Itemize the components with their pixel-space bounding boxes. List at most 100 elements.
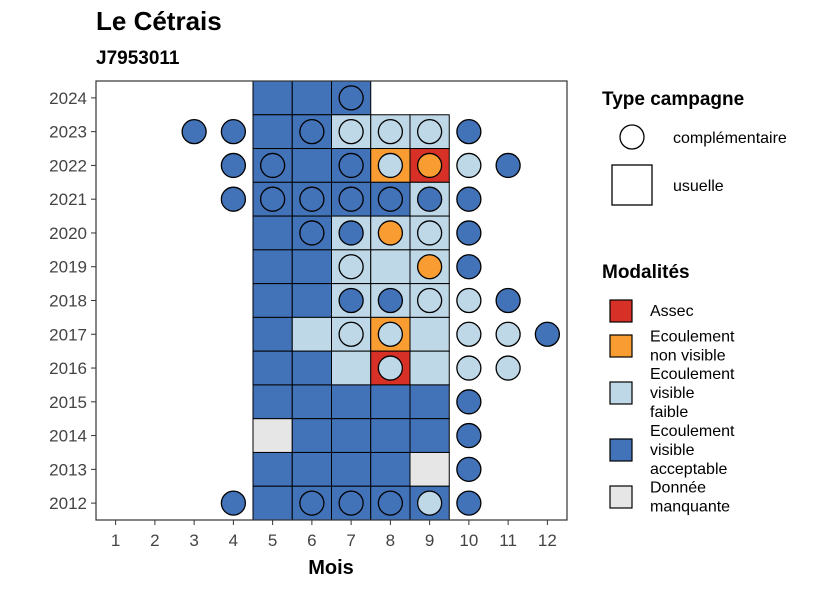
- tile-usuelle: [409, 384, 450, 420]
- legend-key-manq: [609, 485, 633, 509]
- point-complementaire: [299, 186, 325, 212]
- tile-usuelle: [331, 384, 372, 420]
- x-tick-label: 2: [150, 531, 159, 550]
- plot-area: [95, 80, 568, 521]
- y-tick-label: 2016: [49, 359, 87, 378]
- point-complementaire: [259, 186, 286, 212]
- x-tick-label: 9: [425, 531, 434, 550]
- point-complementaire: [456, 456, 482, 482]
- x-tick-label: 6: [307, 531, 316, 550]
- point-complementaire: [338, 186, 364, 212]
- y-tick-label: 2023: [49, 123, 87, 142]
- point-complementaire: [338, 287, 364, 314]
- point-complementaire: [220, 119, 247, 145]
- y-tick-label: 2021: [49, 190, 87, 209]
- x-tick-label: 7: [346, 531, 355, 550]
- y-tick-label: 2013: [49, 460, 87, 479]
- x-axis: 1 2 3 4 5 6 7 8 9 10 11 12: [111, 520, 557, 550]
- y-tick-label: 2017: [49, 325, 87, 344]
- tile-usuelle: [291, 384, 332, 420]
- point-complementaire: [338, 490, 364, 516]
- tile-usuelle: [252, 80, 293, 116]
- x-tick-label: 4: [229, 531, 238, 550]
- tile-usuelle: [409, 418, 450, 453]
- chart-title: Le Cétrais: [96, 6, 222, 36]
- tile-usuelle: [252, 384, 293, 420]
- tile-usuelle: [331, 451, 372, 487]
- point-complementaire: [456, 422, 482, 449]
- legend-label-faible: Ecoulement visible faible: [650, 366, 735, 421]
- x-tick-label: 8: [386, 531, 395, 550]
- tile-usuelle: [252, 451, 293, 487]
- y-tick-label: 2018: [49, 292, 87, 311]
- y-tick-label: 2024: [49, 89, 87, 108]
- point-complementaire: [181, 119, 207, 145]
- legend-key-square: [611, 164, 653, 206]
- y-tick-label: 2012: [49, 494, 87, 513]
- point-complementaire: [456, 287, 482, 314]
- point-complementaire: [416, 254, 443, 280]
- legend-type-title: Type campagne: [602, 89, 744, 110]
- tile-usuelle: [291, 451, 332, 487]
- tile-usuelle: [252, 283, 293, 318]
- point-complementaire: [495, 152, 521, 179]
- tile-usuelle: [252, 316, 293, 352]
- tile-usuelle: [291, 249, 332, 285]
- point-complementaire: [456, 321, 482, 347]
- circles-layer: [181, 85, 561, 516]
- tile-usuelle: [252, 114, 293, 150]
- point-complementaire: [377, 119, 404, 145]
- legend-modalites-title: Modalités: [602, 262, 690, 283]
- tile-usuelle: [331, 418, 372, 453]
- tile-usuelle: [409, 316, 450, 352]
- point-complementaire: [456, 220, 482, 246]
- point-complementaire: [456, 152, 482, 179]
- point-complementaire: [456, 389, 482, 415]
- point-complementaire: [456, 355, 482, 381]
- y-axis: 2012 2013 2014 2015 2016 2017 2018 2019 2020 2021…: [49, 89, 96, 513]
- point-complementaire: [495, 355, 521, 381]
- point-complementaire: [220, 490, 247, 516]
- point-complementaire: [416, 287, 443, 314]
- legend-key-assec: [609, 299, 633, 323]
- point-complementaire: [416, 119, 443, 145]
- legend-type-campagne: Type campagne complémentaire usuelle: [602, 89, 787, 206]
- point-complementaire: [377, 287, 404, 314]
- x-tick-label: 11: [499, 531, 517, 550]
- point-complementaire: [220, 152, 247, 179]
- legend-key-circle: [619, 124, 645, 150]
- point-complementaire: [456, 186, 482, 212]
- tile-usuelle: [291, 418, 332, 453]
- point-complementaire: [338, 119, 364, 145]
- tile-usuelle: [291, 80, 332, 116]
- point-complementaire: [338, 85, 364, 111]
- point-complementaire: [259, 152, 286, 179]
- x-tick-label: 5: [268, 531, 277, 550]
- tile-usuelle: [291, 283, 332, 318]
- point-complementaire: [456, 490, 482, 516]
- tile-usuelle: [252, 350, 293, 386]
- point-complementaire: [299, 490, 325, 516]
- x-tick-label: 1: [111, 531, 120, 550]
- tile-usuelle: [252, 249, 293, 285]
- point-complementaire: [220, 186, 247, 212]
- tile-usuelle: [331, 350, 372, 386]
- point-complementaire: [338, 220, 364, 246]
- point-complementaire: [416, 152, 443, 179]
- tile-usuelle: [370, 249, 411, 285]
- point-complementaire: [416, 186, 443, 212]
- chart-subtitle: J7953011: [96, 48, 180, 69]
- y-tick-label: 2020: [49, 224, 87, 243]
- tile-usuelle: [409, 451, 450, 487]
- legend-key-faible: [609, 381, 633, 405]
- y-tick-label: 2019: [49, 258, 87, 277]
- point-complementaire: [456, 254, 482, 280]
- tiles-layer: [252, 80, 450, 521]
- tile-usuelle: [370, 451, 411, 487]
- tile-usuelle: [252, 418, 293, 453]
- point-complementaire: [456, 119, 482, 145]
- legend-label-accept: Ecoulement visible acceptable: [650, 423, 735, 478]
- point-complementaire: [416, 490, 443, 516]
